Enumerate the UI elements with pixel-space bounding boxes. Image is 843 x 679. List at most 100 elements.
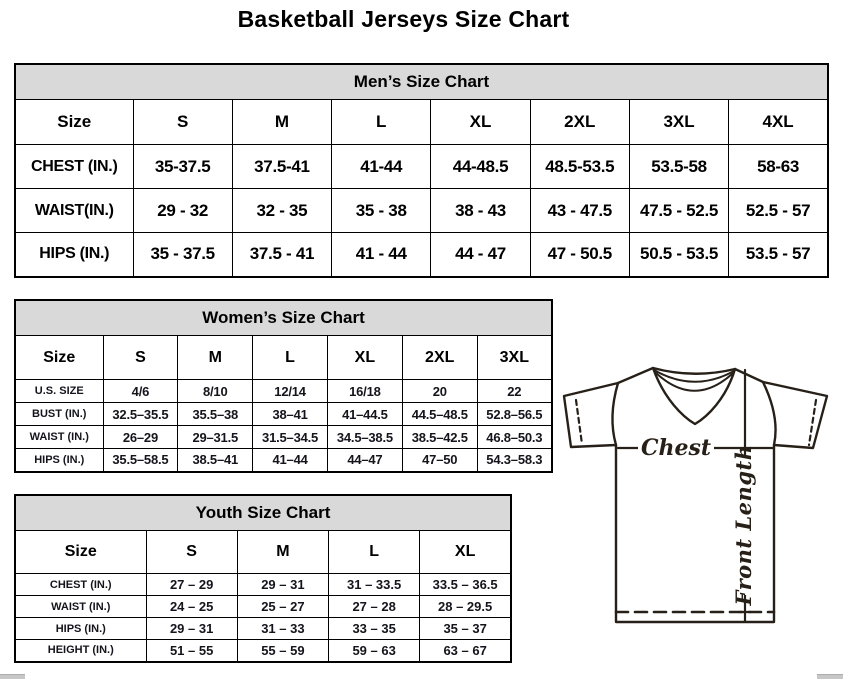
scrollbar-fragment-right[interactable]	[817, 674, 843, 679]
value-cell: 50.5 - 53.5	[628, 232, 730, 277]
chest-label: Chest	[641, 435, 711, 461]
jersey-outline	[562, 366, 829, 624]
value-cell: 35-37.5	[132, 144, 233, 189]
value-cell: 44–47	[326, 448, 403, 472]
value-cell: 46.8–50.3	[476, 425, 553, 449]
table-title: Men’s Size Chart	[14, 63, 829, 100]
size-header-cell: 2XL	[529, 99, 630, 145]
value-cell: 48.5-53.5	[529, 144, 630, 189]
size-header-cell: S	[132, 99, 233, 145]
value-cell: 44.5–48.5	[401, 402, 478, 426]
row-label: HIPS (IN.)	[14, 232, 134, 277]
value-cell: 29 – 31	[236, 573, 330, 596]
sleeve-seam-left	[611, 381, 620, 447]
value-cell: 38 - 43	[430, 188, 531, 233]
value-cell: 26–29	[102, 425, 179, 449]
sleeve-cuff-dash-left-icon	[574, 398, 584, 446]
value-cell: 52.8–56.5	[476, 402, 553, 426]
value-cell: 63 – 67	[419, 639, 512, 662]
chest-label-bg	[638, 433, 714, 461]
front-length-label: Front Length	[731, 445, 756, 607]
scrollbar-fragment-left[interactable]	[0, 674, 25, 679]
value-cell: 8/10	[177, 379, 254, 403]
row-label: WAIST (IN.)	[14, 425, 104, 449]
table-row: WAIST (IN.) 24 – 25 25 – 27 27 – 28 28 – 29.…	[14, 595, 512, 618]
value-cell: 32 - 35	[231, 188, 333, 233]
value-cell: 24 – 25	[145, 595, 238, 618]
value-cell: 54.3–58.3	[476, 448, 553, 472]
value-cell: 16/18	[326, 379, 403, 403]
row-label: HIPS (IN.)	[14, 617, 147, 640]
size-header-row: Size S M L XL	[14, 530, 512, 574]
value-cell: 41 - 44	[331, 232, 432, 277]
value-cell: 41–44.5	[326, 402, 403, 426]
table-row: WAIST(IN.) 29 - 32 32 - 35 35 - 38 38 - 43 43…	[14, 188, 829, 233]
value-cell: 38.5–42.5	[401, 425, 478, 449]
value-cell: 34.5–38.5	[326, 425, 403, 449]
collar-v-outline	[651, 366, 737, 426]
size-header-cell: 3XL	[628, 99, 730, 145]
size-header-cell: L	[331, 99, 432, 145]
row-label: HIPS (IN.)	[14, 448, 104, 472]
value-cell: 35 - 37.5	[132, 232, 233, 277]
size-header-cell: XL	[430, 99, 531, 145]
table-row: CHEST (IN.) 27 – 29 29 – 31 31 – 33.5 33.5 –…	[14, 573, 512, 596]
value-cell: 41-44	[331, 144, 432, 189]
row-label: CHEST (IN.)	[14, 144, 134, 189]
row-label: WAIST(IN.)	[14, 188, 134, 233]
size-header-row: Size S M L XL 2XL 3XL	[14, 335, 553, 380]
value-cell: 29–31.5	[177, 425, 254, 449]
table-row: BUST (IN.) 32.5–35.5 35.5–38 38–41 41–44.5 44…	[14, 402, 553, 426]
value-cell: 35 - 38	[331, 188, 432, 233]
row-label: CHEST (IN.)	[14, 573, 147, 596]
value-cell: 35.5–38	[177, 402, 254, 426]
value-cell: 27 – 29	[145, 573, 238, 596]
value-cell: 33.5 – 36.5	[419, 573, 512, 596]
value-cell: 52.5 - 57	[728, 188, 829, 233]
value-cell: 38–41	[252, 402, 328, 426]
value-cell: 33 – 35	[327, 617, 421, 640]
value-cell: 37.5-41	[231, 144, 333, 189]
size-header-cell: 4XL	[728, 99, 829, 145]
size-header-cell: Size	[14, 335, 104, 380]
value-cell: 20	[401, 379, 478, 403]
sleeve-seam-right	[761, 380, 777, 447]
size-header-cell: Size	[14, 99, 134, 145]
value-cell: 31 – 33	[236, 617, 330, 640]
value-cell: 32.5–35.5	[102, 402, 179, 426]
row-label: BUST (IN.)	[14, 402, 104, 426]
size-header-cell: L	[252, 335, 328, 380]
value-cell: 27 – 28	[327, 595, 421, 618]
value-cell: 29 - 32	[132, 188, 233, 233]
size-header-cell: S	[145, 530, 238, 574]
table-row: HIPS (IN.) 29 – 31 31 – 33 33 – 35 35 – 37	[14, 617, 512, 640]
value-cell: 28 – 29.5	[419, 595, 512, 618]
table-row: WAIST (IN.) 26–29 29–31.5 31.5–34.5 34.5–38.…	[14, 425, 553, 449]
value-cell: 53.5-58	[628, 144, 730, 189]
size-header-cell: XL	[419, 530, 512, 574]
size-header-cell: 2XL	[401, 335, 478, 380]
collar-band-curve-2	[655, 372, 733, 392]
value-cell: 37.5 - 41	[231, 232, 333, 277]
table-row: HIPS (IN.) 35.5–58.5 38.5–41 41–44 44–47 47–5…	[14, 448, 553, 472]
size-header-cell: 3XL	[476, 335, 553, 380]
value-cell: 35 – 37	[419, 617, 512, 640]
value-cell: 53.5 - 57	[728, 232, 829, 277]
value-cell: 25 – 27	[236, 595, 330, 618]
table-row: HIPS (IN.) 35 - 37.5 37.5 - 41 41 - 44 44 - …	[14, 232, 829, 277]
value-cell: 47 - 50.5	[529, 232, 630, 277]
value-cell: 59 – 63	[327, 639, 421, 662]
value-cell: 47–50	[401, 448, 478, 472]
size-header-cell: XL	[326, 335, 403, 380]
table-title-row: Women’s Size Chart	[14, 299, 553, 336]
value-cell: 58-63	[728, 144, 829, 189]
collar-band-curve-1	[653, 369, 735, 383]
row-label: WAIST (IN.)	[14, 595, 147, 618]
value-cell: 38.5–41	[177, 448, 254, 472]
value-cell: 22	[476, 379, 553, 403]
size-header-cell: M	[236, 530, 330, 574]
table-row: HEIGHT (IN.) 51 – 55 55 – 59 59 – 63 63 – 67	[14, 639, 512, 662]
size-header-cell: S	[102, 335, 179, 380]
value-cell: 12/14	[252, 379, 328, 403]
